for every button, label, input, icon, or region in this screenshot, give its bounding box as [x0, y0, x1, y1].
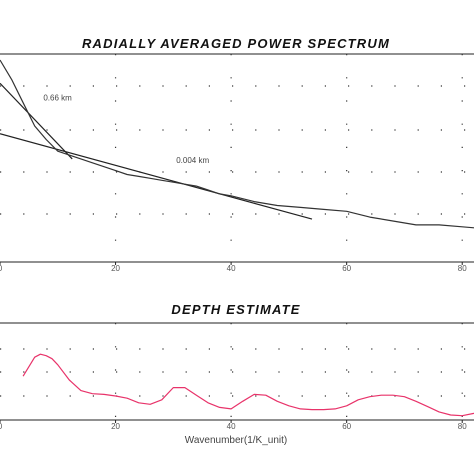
x-axis-label: Wavenumber(1/K_unit) [185, 435, 287, 446]
spectrum-title: RADIALLY AVERAGED POWER SPECTRUM [82, 36, 390, 51]
depth-series-line-0 [22, 353, 474, 417]
depth-title: DEPTH ESTIMATE [171, 302, 300, 317]
depth-plot: 0 20 40 60 80 [0, 322, 474, 431]
spectrum-annotation-1: 0.004 km [176, 156, 209, 165]
spectrum-tick-label-1: 20 [111, 264, 120, 273]
spectrum-plot: 0 20 40 60 80 0.66 km 0.004 km [0, 53, 474, 273]
depth-tick-label-2: 40 [227, 422, 236, 431]
spectrum-tick-label-4: 80 [458, 264, 467, 273]
depth-tick-label-0: 0 [0, 422, 3, 431]
depth-tick-label-1: 20 [111, 422, 120, 431]
spectrum-fit-line-1 [0, 133, 313, 220]
spectrum-tick-label-2: 40 [227, 264, 236, 273]
depth-tick-label-3: 60 [342, 422, 351, 431]
depth-tick-label-4: 80 [458, 422, 467, 431]
spectrum-tick-label-0: 0 [0, 264, 3, 273]
spectrum-series-line-0 [0, 59, 474, 229]
spectrum-fit-line-0 [0, 82, 73, 160]
spectrum-tick-label-3: 60 [342, 264, 351, 273]
spectrum-annotation-0: 0.66 km [43, 94, 72, 103]
